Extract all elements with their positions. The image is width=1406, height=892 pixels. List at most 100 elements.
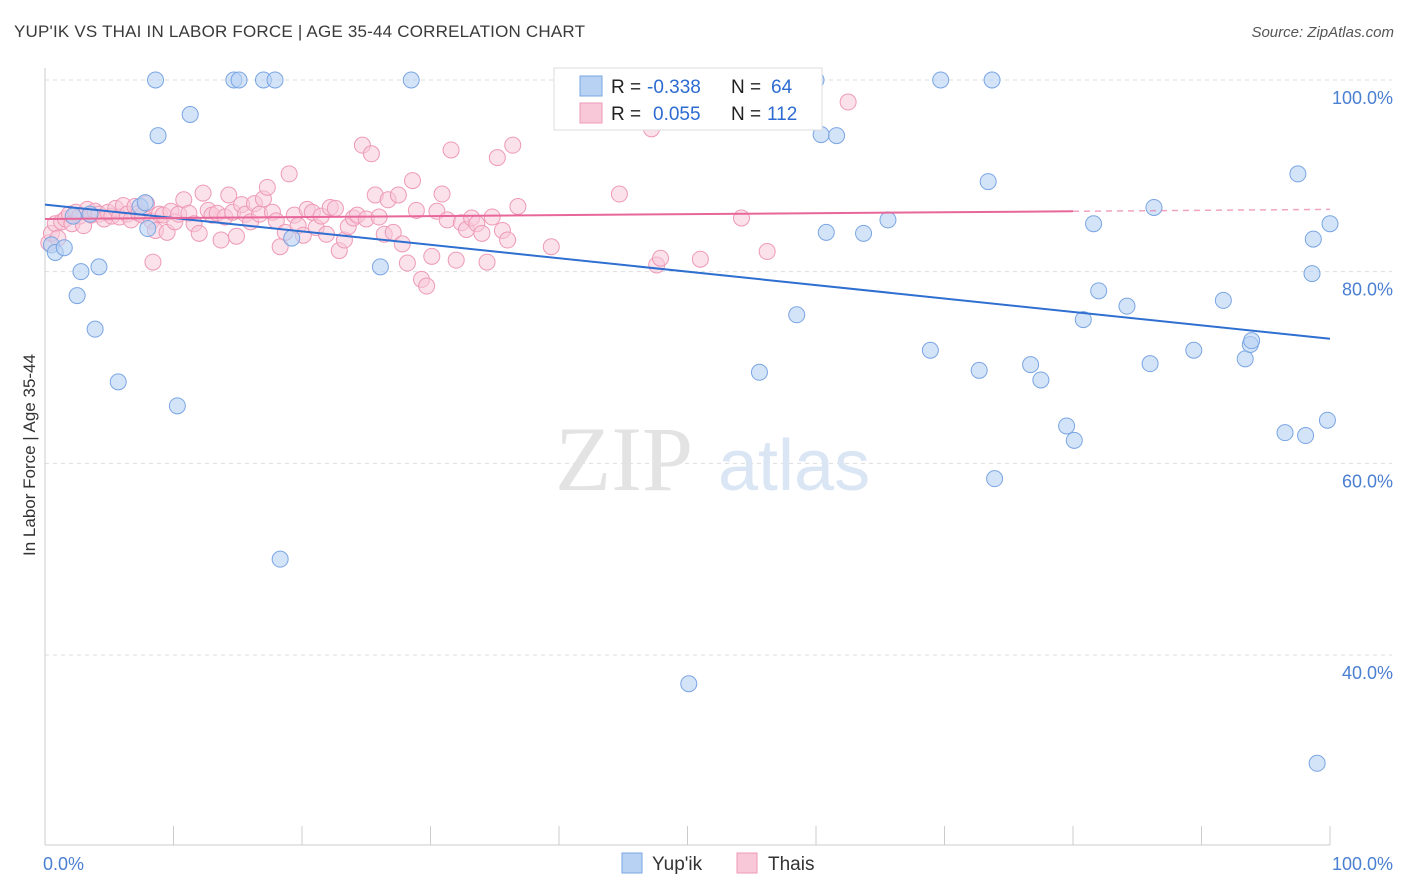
yupik-point [1318, 411, 1336, 429]
yupik-point [1308, 754, 1326, 772]
yupik-point [64, 207, 82, 225]
yupik-point [1074, 311, 1092, 329]
source-label: Source: ZipAtlas.com [1251, 24, 1394, 41]
watermark-atlas: atlas [718, 426, 870, 506]
yupik-point [149, 127, 167, 145]
top-legend: R = -0.338 N = 64 R = 0.055 N = 112 [553, 67, 823, 131]
yupik-point [970, 361, 988, 379]
thais-point [194, 184, 212, 202]
bottom-legend-swatch-yupik [621, 852, 643, 874]
legend-r-label-1: R = [611, 77, 641, 98]
thais-point [423, 247, 441, 265]
yupik-point [1243, 332, 1261, 350]
yupik-point [1145, 198, 1163, 216]
yupik-point [979, 173, 997, 191]
yupik-point [1236, 350, 1254, 368]
yupik-point [1032, 371, 1050, 389]
bottom-legend-swatch-thais [736, 852, 758, 874]
yupik-point [181, 106, 199, 123]
thais-point [610, 185, 628, 203]
yupik-point [402, 71, 420, 89]
yupik-point [788, 306, 806, 324]
thais-point [326, 199, 344, 217]
yupik-point [1022, 356, 1040, 374]
yupik-point [1085, 215, 1103, 233]
yupik-points [42, 71, 1339, 772]
yupik-point [1297, 427, 1315, 445]
thais-point [473, 224, 491, 242]
thais-point [442, 141, 460, 159]
thais-point [438, 211, 456, 229]
yupik-trend-line [44, 203, 1331, 340]
legend-n-value-1: 64 [771, 77, 793, 98]
x-tick-label: 100.0% [1332, 854, 1393, 874]
yupik-point [139, 220, 157, 238]
thais-point [393, 235, 411, 253]
thais-point [362, 145, 380, 163]
yupik-point [90, 258, 108, 276]
chart-title: YUP'IK VS THAI IN LABOR FORCE | AGE 35-4… [14, 22, 586, 41]
thais-point [433, 185, 451, 203]
grid-lines [45, 79, 1392, 656]
thais-point [447, 251, 465, 269]
yupik-point [1276, 424, 1294, 442]
thais-point [220, 186, 238, 204]
thais-trend-extension [1072, 208, 1331, 213]
yupik-point [1118, 297, 1136, 315]
y-tick-label: 100.0% [1332, 88, 1393, 108]
yupik-point [1303, 265, 1321, 283]
y-tick-label: 80.0% [1342, 280, 1393, 300]
thais-point [652, 249, 670, 267]
yupik-point [921, 341, 939, 359]
yupik-point [68, 287, 86, 305]
trend-lines [44, 203, 1331, 340]
y-tick-label: 60.0% [1342, 471, 1393, 491]
legend-swatch-blue [579, 75, 603, 97]
y-axis-label: In Labor Force | Age 35-44 [20, 354, 39, 556]
legend-r-value-1: -0.338 [647, 77, 701, 98]
yupik-point [817, 223, 835, 241]
yupik-point [1090, 282, 1108, 300]
yupik-point [983, 71, 1001, 89]
yupik-point [750, 363, 768, 381]
thais-point [258, 178, 276, 196]
x-tick-labels: 0.0% 100.0% [43, 854, 1393, 874]
yupik-point [266, 71, 284, 89]
yupik-point [680, 675, 698, 693]
y-tick-label: 40.0% [1342, 663, 1393, 683]
thais-point [691, 250, 709, 268]
yupik-point [72, 263, 90, 281]
yupik-point [147, 71, 165, 89]
legend-r-value-2: 0.055 [653, 104, 701, 125]
yupik-point [1289, 165, 1307, 183]
thais-trend-line [44, 210, 1074, 220]
x-tick-label: 0.0% [43, 854, 84, 874]
yupik-point [1321, 215, 1339, 233]
thais-point [509, 198, 527, 215]
axes [44, 68, 1331, 846]
thais-point [404, 172, 422, 190]
bottom-legend: Yup'ik Thais [621, 852, 814, 875]
yupik-point [168, 397, 186, 415]
yupik-point [109, 373, 127, 391]
yupik-point [55, 239, 73, 257]
thais-point [212, 231, 230, 249]
thais-point [542, 238, 560, 256]
legend-swatch-pink [579, 102, 603, 124]
yupik-point [1065, 431, 1083, 449]
yupik-point [1304, 230, 1322, 248]
yupik-point [271, 550, 289, 568]
yupik-point [283, 229, 301, 247]
thais-point [280, 165, 298, 183]
y-tick-labels: 100.0% 80.0% 60.0% 40.0% [1332, 88, 1393, 683]
thais-point [504, 136, 522, 154]
yupik-point [879, 211, 897, 229]
thais-point [407, 201, 425, 219]
thais-point [483, 208, 501, 226]
yupik-point [1185, 341, 1203, 359]
yupik-point [1141, 355, 1159, 373]
bottom-legend-thais: Thais [768, 854, 814, 875]
yupik-point [230, 71, 248, 89]
yupik-point [855, 224, 873, 242]
